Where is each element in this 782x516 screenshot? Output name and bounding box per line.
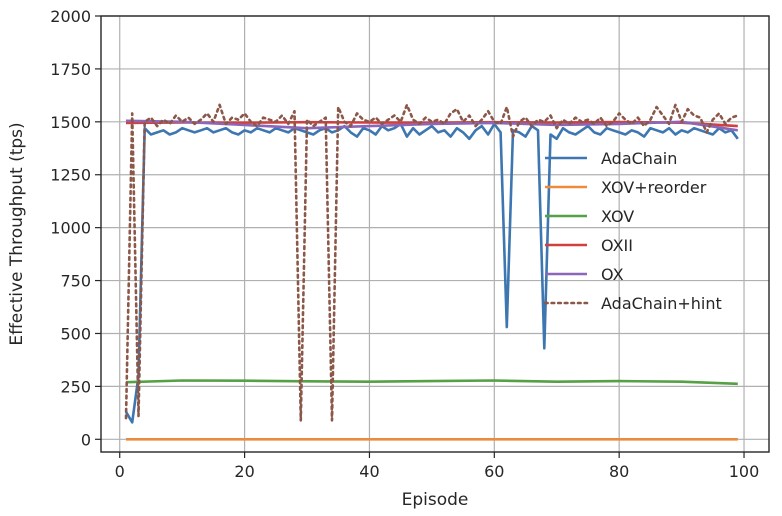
series-line-xov [125,379,738,386]
legend-label: OXII [601,236,633,255]
y-tick-label: 0 [81,430,91,449]
y-tick-label: 1500 [50,113,91,132]
legend-label: AdaChain [601,149,677,168]
y-tick-label: 750 [60,272,91,291]
series-line-adachain [124,122,739,424]
x-tick-label: 100 [729,462,760,481]
x-tick-label: 60 [484,462,504,481]
y-tick-label: 1250 [50,166,91,185]
x-tick-label: 40 [359,462,379,481]
legend-label: XOV [601,207,634,226]
y-tick-label: 2000 [50,7,91,26]
y-tick-label: 500 [60,324,91,343]
y-tick-label: 1000 [50,219,91,238]
legend-label: XOV+reorder [601,178,707,197]
y-axis-title: Effective Throughput (tps) [7,122,27,345]
axis-ticks: 0 20 40 60 80 1000250500750100012501500175020… [50,7,759,481]
grid [101,15,769,452]
x-axis-title: Episode [402,490,469,510]
series-line-ox [125,119,738,132]
series-line-adachain-hint [124,103,740,422]
y-tick-label: 1750 [50,60,91,79]
plot-frame [100,15,770,453]
x-tick-label: 80 [609,462,629,481]
series-layer [124,103,740,441]
y-tick-label: 250 [60,377,91,396]
legend: AdaChain XOV+reorder XOV OXII OX AdaChain+hin… [543,149,722,313]
legend-label: OX [601,265,624,284]
legend-label: AdaChain+hint [601,294,722,313]
x-tick-label: 20 [234,462,254,481]
x-tick-label: 0 [115,462,125,481]
